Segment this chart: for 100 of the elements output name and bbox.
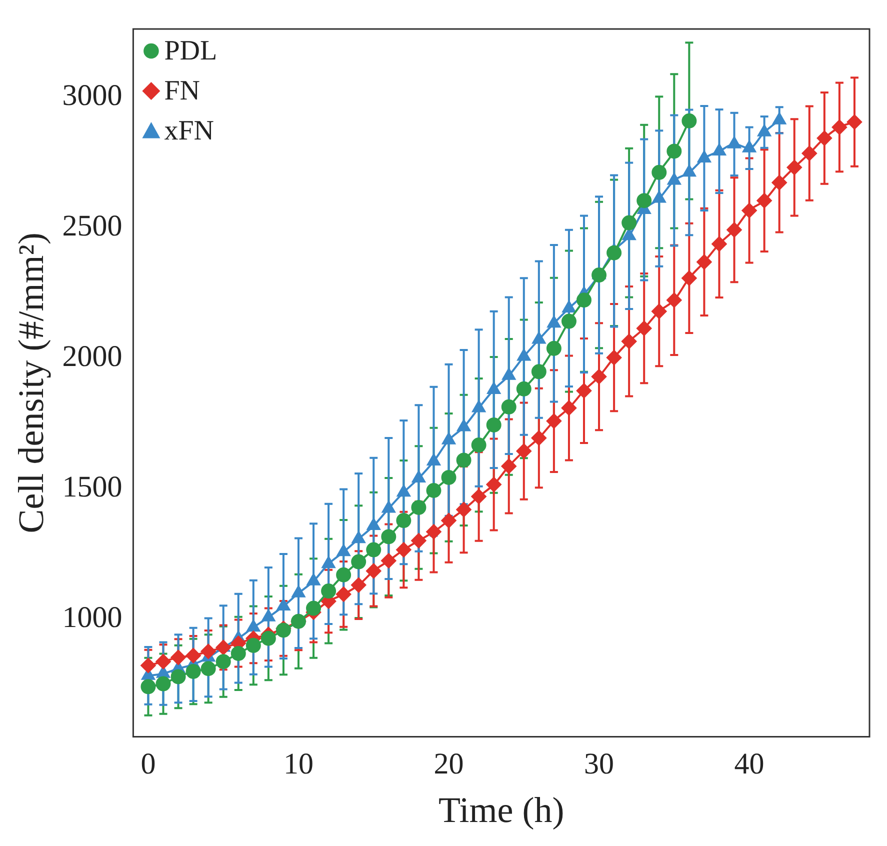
point [306,574,320,586]
point [412,470,426,482]
point [336,544,350,556]
point [156,654,171,670]
point [186,664,201,680]
point [682,164,696,177]
y-tick-label: 2500 [62,209,122,242]
point [411,500,426,515]
point [698,150,711,163]
point [832,120,847,135]
point [230,646,246,661]
point [772,112,786,124]
point [772,175,787,190]
point [816,130,832,146]
point [846,114,862,130]
y-tick-label: 3000 [62,78,122,112]
point [517,349,531,361]
point [276,598,290,610]
point [441,470,456,485]
point [382,501,396,513]
point [322,556,336,568]
point [170,669,186,684]
point [381,529,396,544]
point [606,350,622,366]
point [216,654,231,670]
point [742,203,757,218]
point [636,320,652,336]
point [140,679,156,694]
point [516,444,532,459]
point [666,144,682,159]
point [666,292,682,308]
point [622,334,637,349]
point [156,676,171,692]
point [486,417,502,432]
point [502,368,516,380]
point [427,454,440,466]
y-axis-title: Cell density (#/mm²) [11,232,52,534]
point [546,340,562,356]
point [561,314,576,329]
point [411,533,426,548]
point [366,518,380,530]
point [532,332,546,344]
y-tick-label: 1500 [62,470,122,504]
point [636,193,652,208]
point [742,140,756,152]
point [728,136,741,148]
point [486,477,502,492]
point [396,542,412,558]
x-tick-label: 30 [584,748,614,781]
point [366,542,382,558]
point [471,489,486,504]
point [140,658,156,673]
point [260,630,276,646]
point [652,304,667,319]
point [562,300,576,312]
legend-label: xFN [164,115,214,146]
y-tick-label: 1000 [62,601,122,634]
x-tick-label: 0 [140,748,156,781]
point [516,381,532,396]
point [352,531,366,544]
point [561,400,576,416]
point [471,438,486,453]
point [306,600,322,616]
point [712,144,726,156]
point [351,578,366,593]
point [712,236,727,252]
point [487,382,500,394]
x-tick-label: 40 [734,748,764,781]
x-axis-title: Time (h) [438,790,564,830]
point [472,400,486,412]
point [726,222,742,238]
point [592,369,607,384]
legend-label: FN [164,75,200,106]
point [381,553,396,568]
point [186,648,201,664]
point [696,254,712,270]
point [396,513,412,528]
point [200,661,216,676]
point [622,215,637,230]
point [441,513,456,528]
legend-label: PDL [164,35,218,66]
point [216,640,231,655]
point [531,364,546,380]
point [668,172,681,185]
point [592,268,607,283]
point [457,420,470,432]
point [531,430,546,446]
point [200,644,216,659]
point [652,164,667,180]
point [547,316,561,328]
point [456,502,472,518]
point [546,414,562,429]
point [501,399,516,414]
point [246,620,260,632]
point [170,650,186,665]
point [351,554,366,570]
y-tick-label: 2000 [62,340,122,373]
x-tick-label: 10 [283,748,314,781]
point [426,483,442,498]
point [321,584,336,599]
